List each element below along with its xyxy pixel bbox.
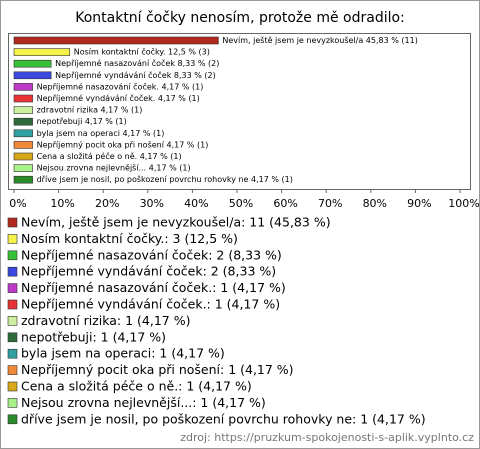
value-label: Nosím kontaktní čočky. 12,5 % (3) xyxy=(74,47,210,57)
legend-label: Nepříjemné vyndávání čoček: 2 (8,33 %) xyxy=(21,264,276,279)
bar xyxy=(13,129,33,138)
x-tick-label: 90% xyxy=(407,197,431,210)
value-label: Nepříjemné vyndávání čoček 8,33 % (2) xyxy=(55,70,216,80)
bar xyxy=(13,59,52,68)
bar xyxy=(13,71,52,80)
legend-label: Nepříjemné vyndávání čoček.: 1 (4,17 %) xyxy=(21,297,280,312)
bar xyxy=(13,117,33,126)
legend-swatch xyxy=(7,316,18,326)
x-tick-label: 0% xyxy=(9,197,26,210)
value-label: Cena a složitá péče o ně. 4,17 % (1) xyxy=(37,151,182,161)
bar xyxy=(13,48,71,56)
value-label: Nevím, ještě jsem je nevyzkoušel/a 45,83… xyxy=(222,35,417,45)
x-tick-label: 60% xyxy=(273,197,297,210)
value-label: Nepříjemný pocit oka při nošení 4,17 % (… xyxy=(37,139,209,149)
legend-swatch xyxy=(7,381,18,392)
value-label: Nepříjemné nasazování čoček 8,33 % (2) xyxy=(55,58,219,68)
legend-label: Nepříjemné nasazování čoček: 2 (8,33 %) xyxy=(21,247,282,262)
bar xyxy=(13,106,33,114)
value-label: Nejsou zrovna nejlevnější... 4,17 % (1) xyxy=(37,163,191,173)
value-label: zdravotní rizika 4,17 % (1) xyxy=(37,106,143,115)
x-tick-label: 20% xyxy=(95,197,119,210)
bar xyxy=(13,164,33,172)
x-tick-label: 30% xyxy=(140,197,164,210)
legend-label: byla jsem na operaci: 1 (4,17 %) xyxy=(21,346,225,361)
legend-label: zdravotní rizika: 1 (4,17 %) xyxy=(21,313,190,328)
legend-swatch xyxy=(7,348,18,359)
bar xyxy=(13,141,33,149)
legend-swatch xyxy=(7,398,18,408)
value-label: Nepříjemné vyndávání čoček. 4,17 % (1) xyxy=(37,93,200,103)
legend-label: Cena a složitá péče o ně.: 1 (4,17 %) xyxy=(21,379,252,394)
legend-swatch xyxy=(7,266,18,277)
bar xyxy=(13,152,33,161)
x-tick-label: 100% xyxy=(448,197,479,210)
plot-area xyxy=(8,33,471,190)
legend-label: Nosím kontaktní čočky.: 3 (12,5 %) xyxy=(21,231,238,246)
legend-label: Nepříjemný pocit oka při nošení: 1 (4,17… xyxy=(21,362,294,377)
value-label: byla jsem na operaci 4,17 % (1) xyxy=(37,129,165,138)
legend-swatch xyxy=(7,250,18,261)
legend-label: Nepříjemné nasazování čoček.: 1 (4,17 %) xyxy=(21,280,286,295)
x-tick-label: 80% xyxy=(363,197,387,210)
x-tick-label: 40% xyxy=(184,197,208,210)
legend-swatch xyxy=(7,283,18,293)
legend-label: nepotřebuji: 1 (4,17 %) xyxy=(21,329,166,344)
legend-label: Nevím, ještě jsem je nevyzkoušel/a: 11 (… xyxy=(21,215,331,230)
legend-label: dříve jsem je nosil, po poškození povrch… xyxy=(21,411,426,426)
legend-swatch xyxy=(7,332,18,343)
legend-label: Nejsou zrovna nejlevnější...: 1 (4,17 %) xyxy=(21,395,266,410)
chart-title: Kontaktní čočky nenosím, protože mě odra… xyxy=(75,10,405,26)
x-tick-label: 50% xyxy=(229,197,253,210)
bar xyxy=(13,94,33,103)
x-tick-label: 10% xyxy=(50,197,74,210)
value-label: dříve jsem je nosil, po poškození povrch… xyxy=(37,174,293,184)
bar xyxy=(13,36,219,45)
value-label: Nepříjemné nasazování čoček. 4,17 % (1) xyxy=(37,81,204,91)
x-tick-label: 70% xyxy=(318,197,342,210)
legend-swatch xyxy=(7,234,18,244)
legend-swatch xyxy=(7,414,18,425)
legend-swatch xyxy=(7,299,18,310)
legend-swatch xyxy=(7,217,18,228)
bar xyxy=(13,175,33,184)
legend-swatch xyxy=(7,365,18,375)
value-label: nepotřebuji 4,17 % (1) xyxy=(37,117,127,126)
bar xyxy=(13,83,33,91)
source: zdroj: https://pruzkum-spokojenosti-s-ap… xyxy=(180,431,474,444)
